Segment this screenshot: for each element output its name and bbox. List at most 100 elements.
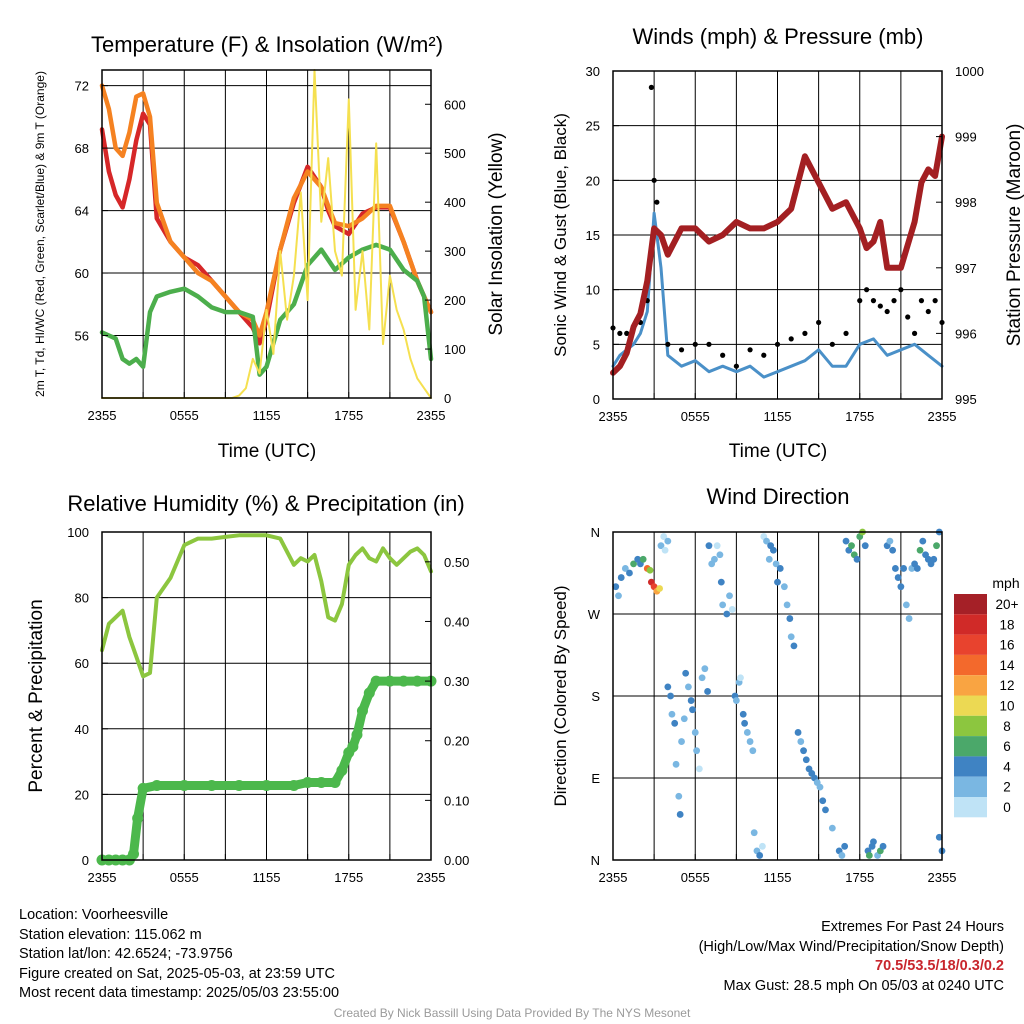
legend-label: 8 [1003,719,1011,734]
gust-point [877,303,883,309]
direction-point [902,601,910,609]
x-tick-label: 0555 [681,409,710,424]
direction-point [783,601,791,609]
x-tick-label: 2355 [599,870,628,885]
station-info: Location: Voorheesville Station elevatio… [19,906,339,1004]
direction-point [713,542,721,550]
direction-point [750,829,758,837]
y-tick-label: 60 [75,266,89,281]
x-tick-label: 0555 [681,870,710,885]
gust-point [706,341,712,347]
temperature-series [99,69,434,399]
winds-series [610,84,945,379]
x-tick-label: 1755 [334,870,363,885]
direction-point [626,569,633,577]
legend-swatch [954,634,987,655]
gust-point [678,347,685,353]
direction-point [861,542,869,550]
precipitation-point [398,675,410,687]
gust-point [911,330,918,336]
direction-point [870,838,877,846]
legend-label: 0 [1003,800,1011,815]
y2-tick-label: 996 [955,326,977,341]
y2-tick-label: 999 [955,130,977,145]
gust-point [733,363,739,369]
precipitation-point [384,675,396,687]
gust-point [870,298,877,304]
gust-point [747,347,753,353]
direction-point [612,583,620,591]
direction-point [763,537,770,545]
direction-point [682,669,690,677]
direction-point [819,797,827,805]
direction-point [717,578,725,586]
x-tick-label: 1755 [845,870,874,885]
y2-tick-label: 0.20 [444,734,469,749]
precipitation-point [151,779,163,791]
y-tick-label: 56 [75,329,89,344]
direction-point [705,542,713,550]
direction-point [765,555,773,563]
sonic-wind-blue-line [611,211,944,379]
direction-point [746,738,754,745]
direction-point [900,565,908,572]
direction-point [657,542,665,550]
precipitation-point [128,848,140,860]
precipitation-point [347,741,359,753]
precipitation-point [132,812,144,824]
y2-tick-label: 0.50 [444,555,469,570]
direction-point [786,615,794,622]
x-tick-label: 1155 [253,870,281,885]
direction-point [716,551,724,559]
direction-point [726,592,733,600]
y-tick-label: 72 [75,79,89,94]
gust-point [905,314,911,320]
y-tick-label: 60 [75,656,89,671]
legend-swatch [954,614,987,635]
direction-point [678,738,685,745]
y-tick-label: 25 [586,119,600,134]
direction-point [897,583,905,591]
direction-point [675,792,683,800]
y2-tick-label: 1000 [955,64,984,79]
legend-title: mph [992,575,1019,591]
figure-created: Figure created on Sat, 2025-05-03, at 23… [19,965,335,982]
gust-point [864,287,870,293]
temperature-ticks: 2355 0555 1155 1755 2355 56 60 64 68 72 0 100 200 300… [75,79,466,423]
legend-label: 2 [1003,780,1011,795]
temperature-y2label: Solar Insolation (Yellow) [486,132,507,335]
y-tick-label: 80 [75,591,89,606]
direction-point [933,542,940,550]
direction-point [719,601,727,609]
temperature-title: Temperature (F) & Insolation (W/m²) [91,32,443,57]
gust-point [891,298,897,304]
direction-title: Wind Direction [706,484,849,509]
td-green-line [99,242,434,377]
direction-point [797,738,805,745]
x-tick-label: 1155 [764,870,792,885]
precipitation-point [178,779,190,791]
temperature-xlabel: Time (UTC) [218,441,317,462]
y-tick-label: N [591,853,600,868]
direction-point [743,729,751,736]
station-location: Location: Voorheesville [19,907,169,923]
winds-ticks: 2355 0555 1155 1755 2355 0 5 10 15 20 25 30 995 996 99… [586,64,984,424]
humidity-ylabel: Percent & Precipitation [26,599,47,792]
x-tick-label: 0555 [170,870,199,885]
direction-point [916,546,924,554]
y-tick-label: 0 [82,853,89,868]
y2-tick-label: 200 [444,293,466,308]
credit-line: Created By Nick Bassill Using Data Provi… [333,1006,691,1020]
most-recent-timestamp: Most recent data timestamp: 2025/05/03 2… [19,985,340,1001]
extremes-title: Extremes For Past 24 Hours [821,919,1004,935]
x-tick-label: 2355 [88,870,117,885]
direction-point [667,692,674,700]
legend-swatch [954,797,987,818]
direction-point [664,683,672,691]
y-tick-label: 20 [586,173,600,188]
x-tick-label: 2355 [88,408,117,423]
direction-point [656,585,664,592]
winds-xlabel: Time (UTC) [729,441,828,462]
y2-tick-label: 995 [955,392,977,407]
